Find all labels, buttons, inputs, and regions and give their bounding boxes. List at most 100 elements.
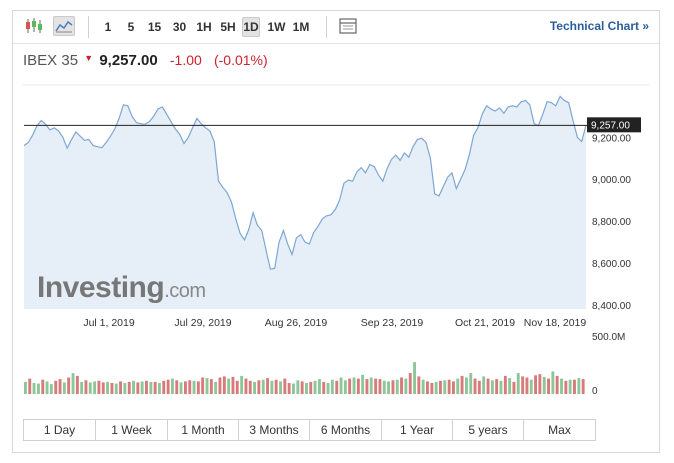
volume-bar (305, 383, 308, 394)
price-area-fill (24, 96, 586, 310)
volume-bar (257, 380, 261, 395)
volume-bar (175, 380, 179, 395)
interval-button-15[interactable]: 15 (147, 20, 162, 34)
range-tab-5-years[interactable]: 5 years (453, 420, 524, 440)
volume-bar (179, 382, 183, 394)
volume-bar (279, 381, 282, 395)
interval-button-5[interactable]: 5 (127, 20, 135, 34)
technical-chart-link[interactable]: Technical Chart » (549, 19, 649, 33)
volume-bar (374, 378, 378, 394)
volume-bar (119, 381, 122, 395)
price-chart[interactable]: Investing.com 9,200.00 9,000.00 8,800.00 8,… (13, 81, 659, 411)
volume-tick-label: 0 (592, 386, 598, 397)
volume-bar (447, 379, 451, 394)
volume-bar (166, 379, 170, 394)
volume-bar (184, 381, 187, 395)
date-tick-label: Oct 21, 2019 (455, 317, 515, 329)
date-tick-label: Jul 1, 2019 (83, 317, 135, 329)
volume-bar (292, 383, 295, 394)
volume-bar (28, 378, 32, 394)
volume-bar (136, 382, 140, 394)
volume-bar (486, 378, 490, 394)
interval-button-1d[interactable]: 1D (242, 17, 260, 37)
volume-bar (266, 378, 269, 394)
volume-bar (443, 380, 447, 395)
volume-bar (503, 375, 507, 395)
date-tick-label: Sep 23, 2019 (361, 317, 424, 329)
volume-bar (573, 379, 576, 394)
volume-bar (270, 380, 274, 394)
interval-button-1h[interactable]: 1H (196, 20, 212, 34)
range-tab-max[interactable]: Max (548, 423, 571, 437)
area-chart-icon[interactable] (53, 16, 75, 36)
volume-bar (577, 378, 581, 394)
volume-bar (547, 378, 550, 394)
date-axis: Jul 1, 2019 Jul 29, 2019 Aug 26, 2019 Sep 2… (83, 317, 586, 329)
range-tab-1-week[interactable]: 1 Week (96, 420, 168, 440)
candlestick-chart-icon[interactable] (23, 16, 45, 36)
volume-bar (192, 380, 196, 394)
volume-bar (80, 381, 84, 394)
volume-bar (568, 379, 572, 394)
volume-bar (352, 377, 356, 394)
volume-bar (127, 381, 131, 394)
volume-bar (58, 379, 62, 394)
volume-bar (439, 380, 442, 394)
instrument-symbol: IBEX 35 (23, 52, 79, 69)
volume-bar (49, 384, 53, 394)
volume-bar (106, 381, 109, 394)
range-tab-1-year[interactable]: 1 Year (382, 420, 453, 440)
volume-bar (283, 378, 287, 394)
volume-bar (132, 380, 135, 394)
volume-bar (313, 380, 317, 394)
volume-bar (41, 379, 45, 394)
volume-bar (123, 383, 127, 394)
interval-button-30[interactable]: 30 (172, 20, 187, 34)
watermark-suffix: .com (164, 280, 205, 302)
volume-bar (525, 377, 529, 394)
interval-button-1w[interactable]: 1W (267, 20, 286, 34)
investing-watermark-logo: Investing.com (37, 271, 206, 304)
interval-button-5h[interactable]: 5H (220, 20, 236, 34)
svg-text:Investing.com: Investing.com (37, 271, 206, 304)
volume-bar (274, 379, 278, 394)
volume-bar (67, 377, 71, 394)
volume-bar (361, 374, 365, 395)
volume-bar (499, 380, 503, 394)
volume-bar (62, 382, 66, 394)
interval-button-1[interactable]: 1 (104, 20, 112, 34)
volume-bar (538, 374, 542, 394)
price-tick-label: 8,400.00 (592, 301, 631, 312)
last-price: 9,257.00 (99, 52, 158, 69)
calendar-icon[interactable] (337, 16, 359, 36)
volume-bar (71, 373, 75, 394)
range-tab-1-month[interactable]: 1 Month (168, 420, 239, 440)
volume-bar (356, 378, 360, 394)
volume-bar (542, 376, 546, 394)
time-range-tabs: 1 Day 1 Week 1 Month 3 Months 6 Months 1 Year… (23, 419, 596, 441)
volume-bar (214, 381, 218, 394)
volume-bar (101, 382, 105, 394)
volume-bar (378, 379, 382, 394)
volume-bar (24, 381, 27, 394)
toolbar-divider (88, 16, 89, 38)
price-tick-label: 8,800.00 (592, 217, 631, 228)
volume-bar (495, 379, 499, 394)
price-tick-label: 9,000.00 (592, 175, 631, 186)
range-tab-3-months[interactable]: 3 Months (239, 420, 310, 440)
price-tick-label: 9,200.00 (592, 133, 631, 144)
volume-bar (551, 371, 555, 394)
volume-bar (508, 378, 512, 394)
range-tab-6-months[interactable]: 6 Months (310, 420, 382, 440)
last-price-tag (587, 117, 641, 133)
price-line (23, 95, 587, 270)
volume-bar (369, 377, 373, 394)
range-tab-1-day[interactable]: 1 Day (24, 420, 96, 440)
volume-bar (343, 380, 347, 395)
interval-button-1m[interactable]: 1M (292, 20, 310, 34)
volume-bar (473, 378, 477, 394)
volume-bar (75, 375, 79, 395)
volume-bar (145, 380, 148, 394)
price-change: -1.00 (169, 52, 202, 68)
volume-bar (421, 379, 425, 394)
